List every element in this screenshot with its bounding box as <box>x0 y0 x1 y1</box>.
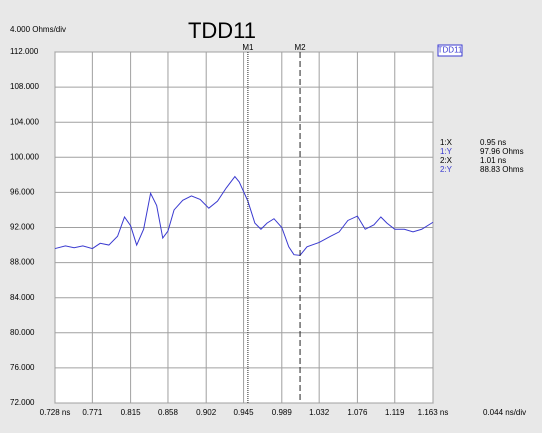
y-scale-label: 4.000 Ohms/div <box>10 25 66 34</box>
x-tick-label: 0.989 <box>272 408 293 417</box>
readout-value: 0.95 ns <box>480 138 506 147</box>
readout-value: 88.83 Ohms <box>480 165 524 174</box>
legend-box <box>437 44 463 57</box>
x-tick-label: 1.119 <box>385 408 405 417</box>
x-tick-label: 0.728 ns <box>40 408 71 417</box>
x-tick-label: 0.858 <box>158 408 179 417</box>
marker-label: M2 <box>294 43 306 52</box>
x-tick-label: 0.902 <box>196 408 217 417</box>
readout-key: 2:Y <box>440 165 453 174</box>
readout-key: 1:Y <box>440 147 453 156</box>
chart-title: TDD11 <box>188 18 256 43</box>
y-tick-label: 96.000 <box>10 188 35 197</box>
x-tick-label: 1.032 <box>309 408 330 417</box>
legend-label: TDD11 <box>438 46 463 55</box>
readout-key: 2:X <box>440 156 453 165</box>
y-tick-label: 104.000 <box>10 117 39 126</box>
data-line <box>54 175 434 256</box>
y-tick-label: 84.000 <box>10 293 35 302</box>
marker-label: M1 <box>242 43 254 52</box>
x-scale-label: 0.044 ns/div <box>483 408 526 417</box>
y-tick-label: 100.000 <box>10 152 39 161</box>
readout-value: 97.96 Ohms <box>480 147 524 156</box>
readout-value: 1.01 ns <box>480 156 506 165</box>
y-tick-label: 72.000 <box>10 398 35 407</box>
x-tick-label: 0.815 <box>121 408 142 417</box>
y-tick-label: 108.000 <box>10 82 39 91</box>
y-tick-label: 76.000 <box>10 363 35 372</box>
x-tick-label: 1.163 ns <box>418 408 449 417</box>
readout-key: 1:X <box>440 138 453 147</box>
x-tick-label: 0.945 <box>234 408 255 417</box>
x-tick-label: 0.771 <box>82 408 103 417</box>
y-tick-label: 88.000 <box>10 258 35 267</box>
y-tick-label: 112.000 <box>10 47 39 56</box>
y-tick-label: 80.000 <box>10 328 35 337</box>
y-tick-label: 92.000 <box>10 223 35 232</box>
x-tick-label: 1.076 <box>347 408 368 417</box>
